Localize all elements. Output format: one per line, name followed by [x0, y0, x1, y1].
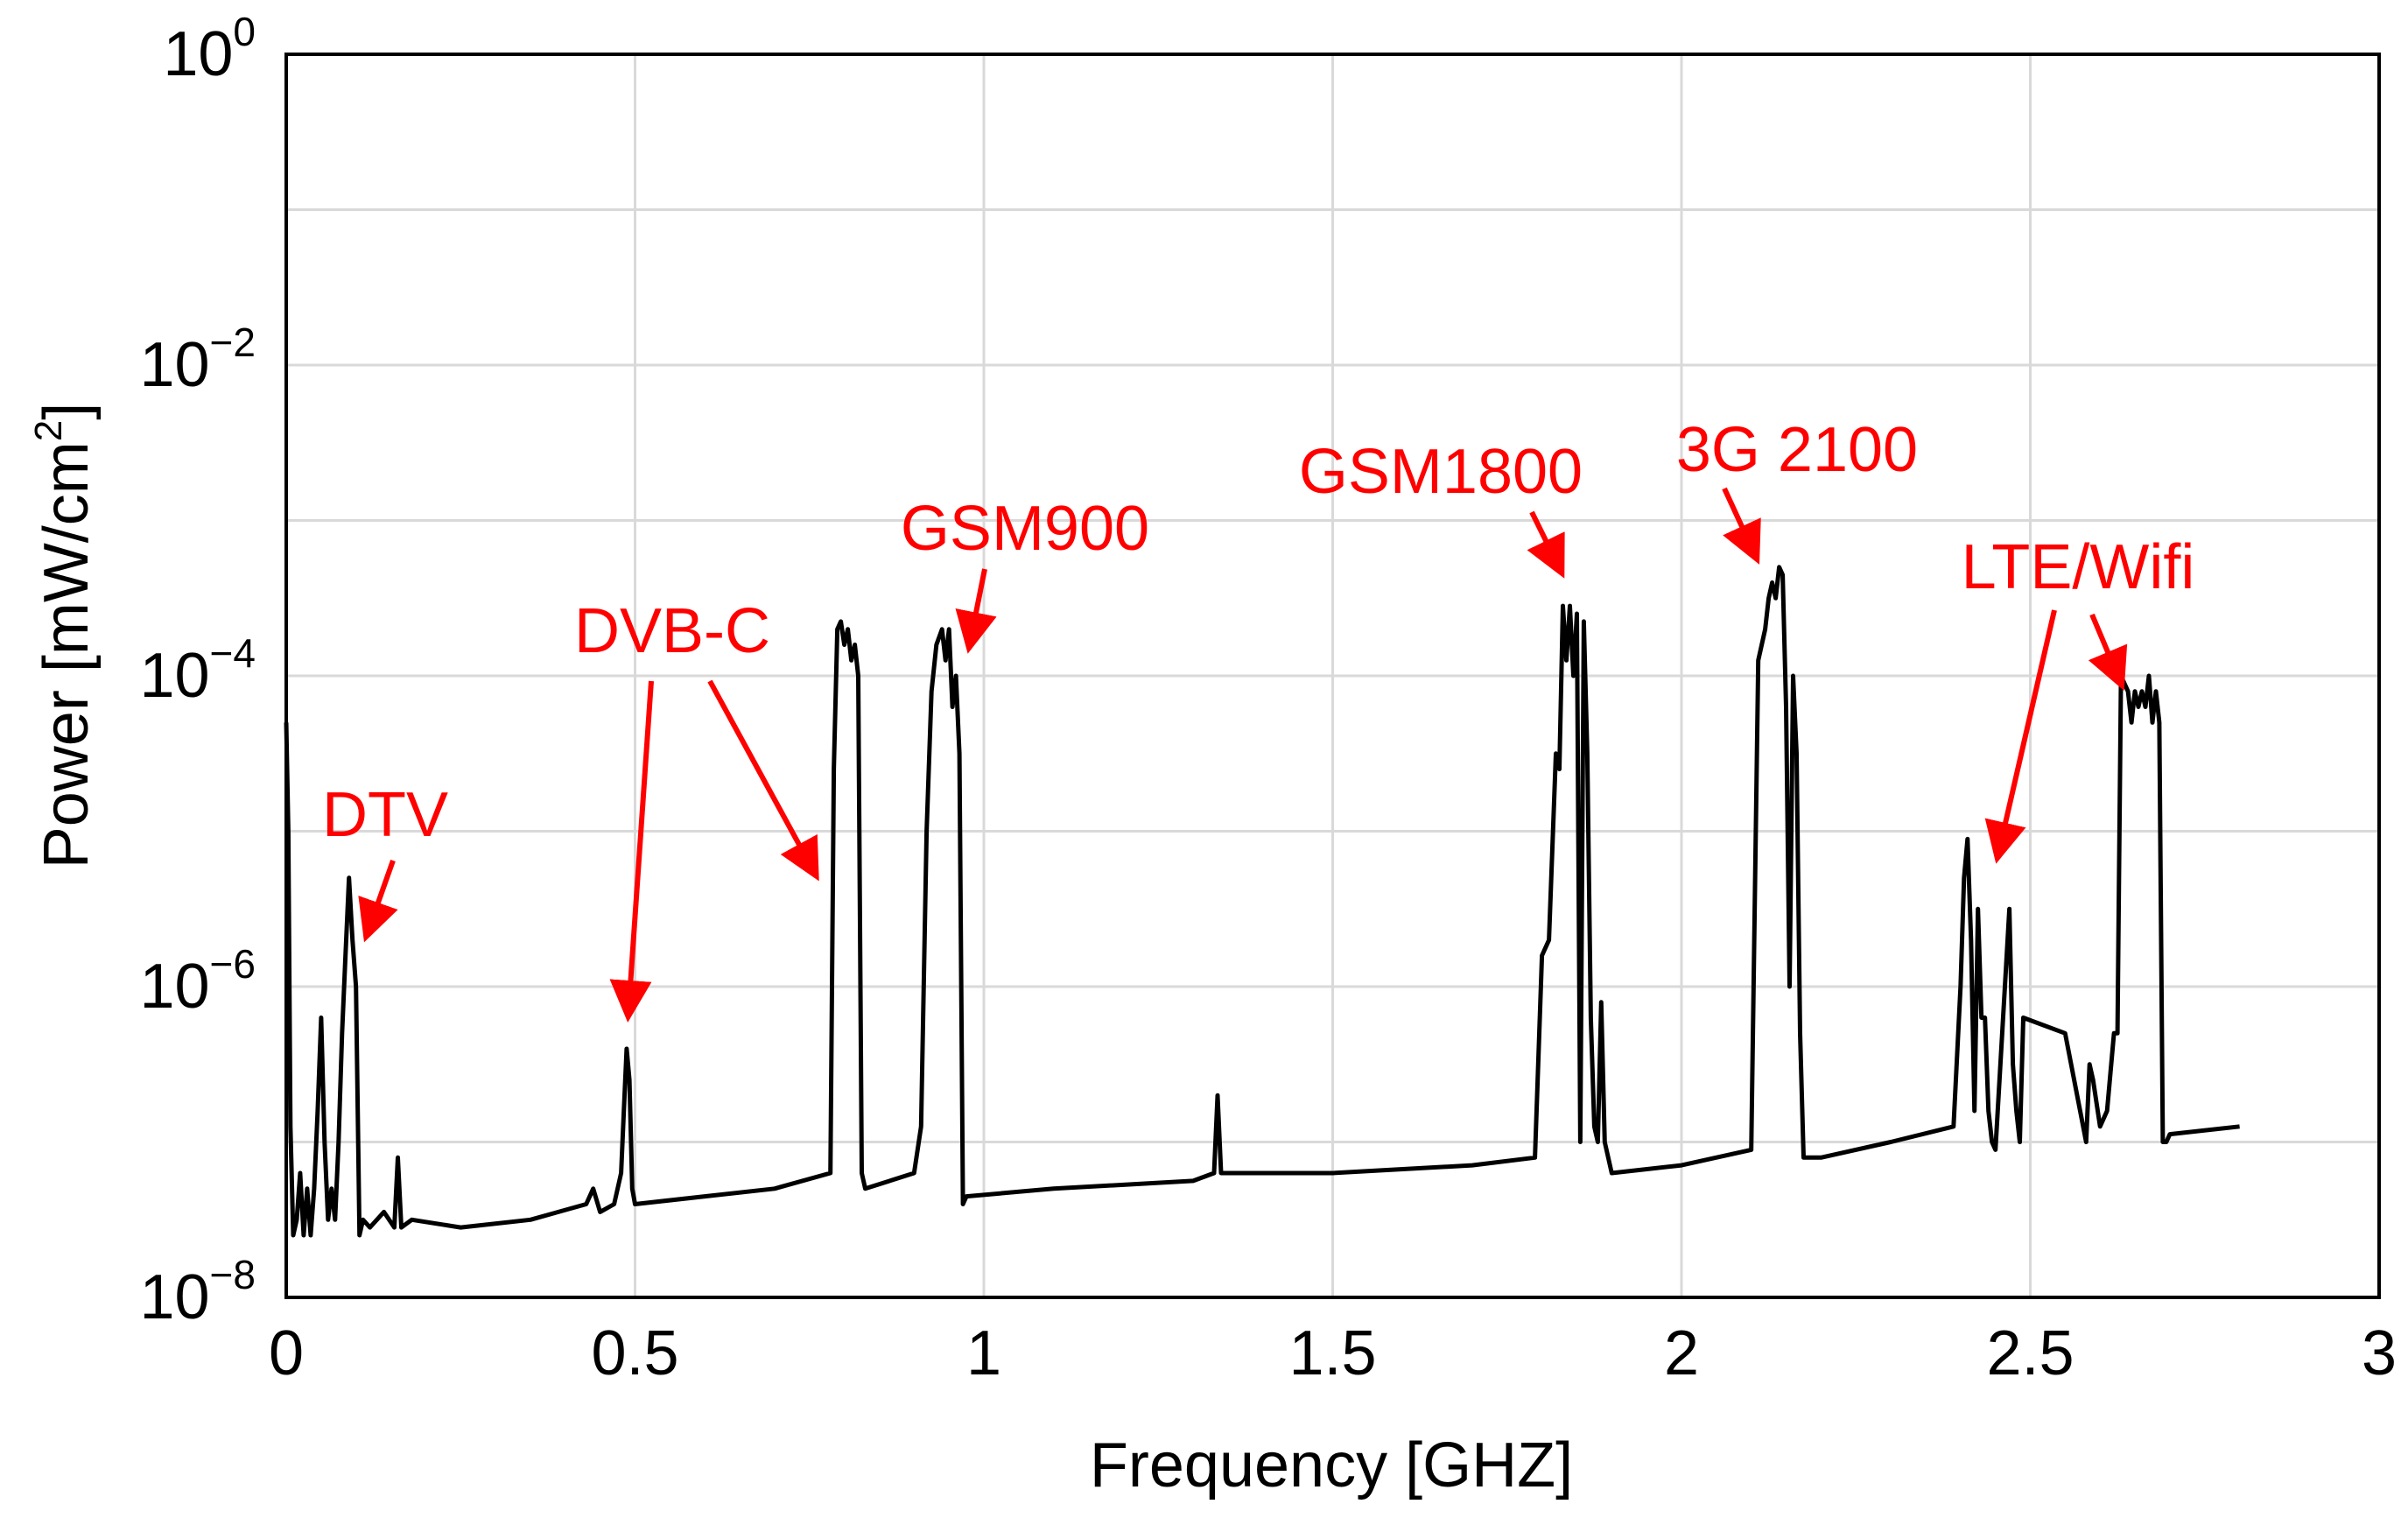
annotation-dtv: DTV	[322, 780, 448, 850]
y-tick-label: 10−2	[139, 320, 256, 400]
arrow-lte-wifi-2	[2088, 613, 2128, 692]
x-tick-label: 1	[966, 1318, 1001, 1388]
plot-frame	[284, 53, 2381, 1299]
arrow-dtv	[358, 859, 398, 943]
arrow-gsm1800	[1527, 510, 1565, 579]
x-tick-label: 0.5	[591, 1318, 678, 1388]
y-tick-label: 10−8	[139, 1252, 256, 1332]
x-tick-label: 1.5	[1288, 1318, 1376, 1388]
tick-layer: 0 0.5 1 1.5 2 2.5 3 100 10−2 10−4 10−6 10−8	[139, 9, 2397, 1388]
annotation-gsm1800: GSM1800	[1299, 437, 1583, 507]
y-tick-label: 100	[163, 9, 256, 89]
arrow-dvbc-2	[707, 679, 819, 882]
arrow-lte-wifi-1	[1984, 609, 2057, 864]
y-tick-label: 10−4	[139, 630, 256, 711]
annotation-3g-2100: 3G 2100	[1676, 415, 1918, 485]
x-tick-label: 2.5	[1986, 1318, 2074, 1388]
arrow-dvbc-1	[609, 680, 654, 1023]
arrow-gsm900	[955, 568, 997, 654]
y-tick-label: 10−6	[139, 941, 256, 1022]
annotation-gsm900: GSM900	[901, 494, 1149, 564]
y-axis-label: Power [mW/cm2]	[27, 403, 102, 869]
spectrum-series-line	[284, 565, 2240, 1238]
x-axis-label: Frequency [GHZ]	[1090, 1430, 1573, 1500]
x-tick-label: 0	[269, 1318, 304, 1388]
series-line-layer	[284, 565, 2240, 1238]
y-axis-label-main: Power [mW/cm	[32, 441, 102, 868]
grid	[286, 54, 2379, 1297]
annotation-lte-wifi: LTE/Wifi	[1962, 532, 2195, 602]
y-axis-label-end: ]	[32, 403, 102, 420]
y-axis-label-superscript: 2	[27, 420, 70, 441]
x-tick-label: 2	[1664, 1318, 1699, 1388]
annotation-dvbc: DVB-C	[574, 596, 770, 666]
x-tick-label: 3	[2362, 1318, 2397, 1388]
arrow-3g-2100	[1722, 487, 1761, 565]
annotation-layer: DTV DVB-C GSM900 GSM1800 3G 2100 LTE/Wif…	[322, 415, 2195, 1023]
